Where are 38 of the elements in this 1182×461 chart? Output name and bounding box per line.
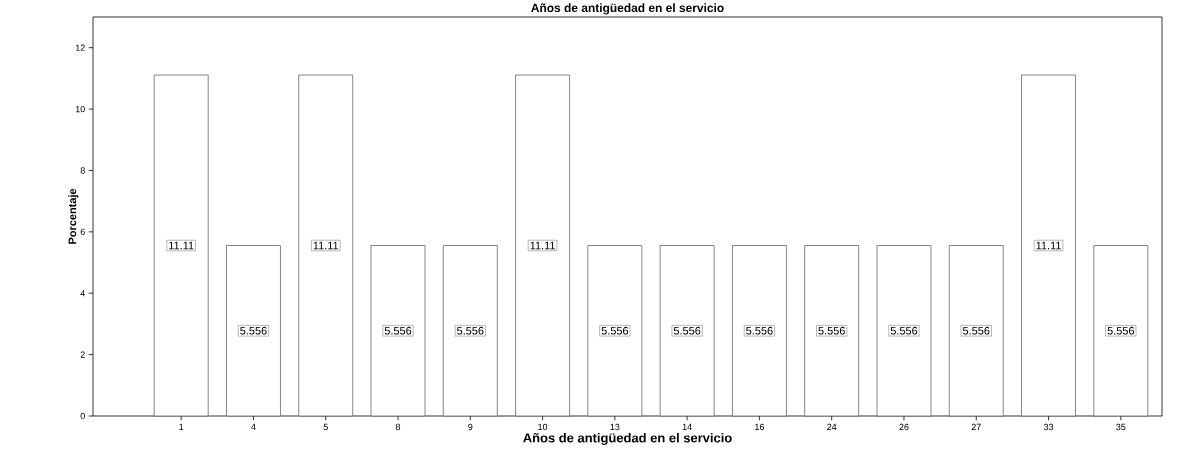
x-tick-label: 14 [682, 423, 692, 430]
y-tick-label: 2 [80, 351, 85, 358]
data-label: 5.556 [457, 326, 484, 335]
data-label: 5.556 [746, 326, 773, 335]
data-label: 11.11 [530, 241, 555, 250]
data-label: 11.11 [169, 241, 194, 250]
x-tick-label: 24 [827, 423, 837, 431]
x-tick-label: 35 [1116, 423, 1126, 431]
x-axis-title: Años de antigüedad en el servicio [523, 432, 732, 446]
x-tick-label: 26 [899, 423, 909, 431]
x-tick-label: 4 [251, 423, 256, 430]
data-label: 5.556 [890, 326, 918, 335]
data-label: 5.556 [962, 326, 990, 335]
data-label: 5.556 [601, 326, 629, 335]
y-axis-title: Porcentaje [68, 188, 79, 244]
y-tick-label: 4 [80, 290, 85, 297]
data-label: 11.11 [1036, 241, 1061, 250]
x-tick-label: 8 [395, 423, 401, 431]
y-tick-label: 10 [75, 105, 85, 113]
data-label: 5.556 [673, 326, 701, 335]
x-tick-label: 5 [323, 423, 328, 431]
data-label: 5.556 [240, 326, 267, 335]
data-label: 5.556 [818, 326, 845, 335]
x-tick-label: 1 [179, 423, 184, 430]
data-label: 11.11 [313, 241, 339, 250]
data-label: 5.556 [1107, 326, 1135, 335]
data-label: 5.556 [384, 326, 412, 335]
x-tick-label: 33 [1043, 423, 1054, 431]
x-tick-label: 9 [468, 423, 473, 431]
x-tick-label: 27 [971, 423, 981, 431]
y-tick-label: 12 [75, 44, 85, 51]
y-tick-label: 8 [80, 167, 85, 174]
chart-title: Años de antigüedad en el servicio [531, 3, 724, 15]
y-tick-label: 0 [80, 412, 85, 420]
y-tick-label: 6 [80, 228, 85, 236]
x-tick-label: 13 [610, 423, 620, 431]
x-tick-label: 16 [755, 423, 765, 431]
x-tick-label: 10 [538, 423, 548, 431]
